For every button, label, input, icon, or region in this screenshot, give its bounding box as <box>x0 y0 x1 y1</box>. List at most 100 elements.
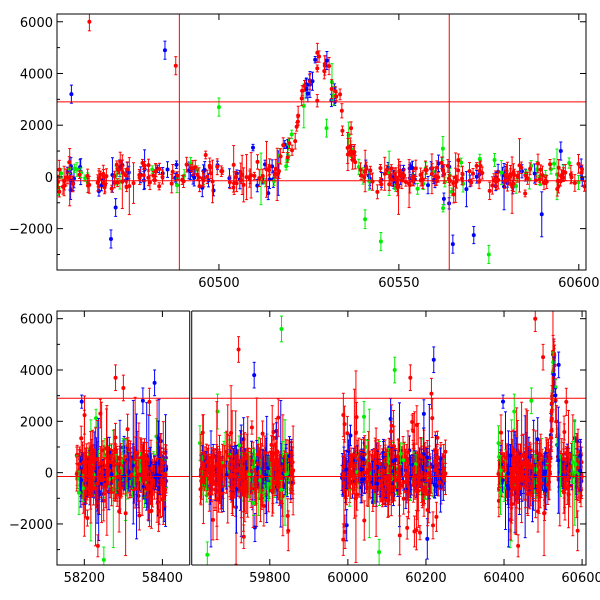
red-data-point-403 <box>582 184 586 189</box>
red-data-point-209 <box>548 162 553 167</box>
red-data-point-372 <box>142 452 147 457</box>
red-data-point-368 <box>273 166 278 171</box>
red-data-point-404 <box>278 154 283 159</box>
blue-data-point-445 <box>310 79 315 84</box>
top-x-tick-label: 60600 <box>558 276 599 291</box>
red-data-point-364 <box>137 172 142 177</box>
red-data-point-359 <box>441 168 446 173</box>
red-data-point-381 <box>512 172 517 177</box>
green-data-point-740 <box>266 482 271 487</box>
red-data-point-263 <box>86 183 91 188</box>
red-data-point-259 <box>299 96 304 101</box>
red-data-point-421 <box>154 168 159 173</box>
red-data-point-406 <box>219 169 224 174</box>
blue-data-point-784 <box>255 466 260 471</box>
red-data-point-605 <box>260 431 265 436</box>
green-data-point-154 <box>440 146 445 151</box>
red-data-point-400 <box>293 139 298 144</box>
red-data-point-311 <box>528 166 533 171</box>
red-data-point-213 <box>115 180 120 185</box>
red-data-point-345 <box>395 182 400 187</box>
red-data-point-316 <box>296 113 301 118</box>
blue-data-point-87 <box>305 91 310 96</box>
blue-data-point-406 <box>109 472 114 477</box>
red-data-point-360 <box>508 174 513 179</box>
red-data-point-321 <box>561 175 566 180</box>
red-data-point-422 <box>433 174 438 179</box>
red-data-point-258 <box>244 175 249 180</box>
red-data-point-251 <box>302 83 307 88</box>
green-data-point-132 <box>415 186 420 191</box>
red-data-point-347 <box>368 168 373 173</box>
red-data-point-273 <box>160 480 165 485</box>
red-data-point-339 <box>118 159 123 164</box>
red-data-point-349 <box>77 462 82 467</box>
blue-data-point-214 <box>164 467 169 472</box>
blue-data-point-2 <box>165 167 170 172</box>
red-data-point-352 <box>210 179 215 184</box>
red-data-point-165 <box>85 516 90 521</box>
red-data-point-419 <box>169 181 174 186</box>
red-data-point-436 <box>561 169 566 174</box>
red-data-point-387 <box>429 171 434 176</box>
red-data-point-338 <box>123 511 128 516</box>
red-data-point-361 <box>454 179 459 184</box>
red-data-point-384 <box>389 166 394 171</box>
red-data-point-416 <box>112 180 117 185</box>
blue-data-point-635 <box>274 429 279 434</box>
green-data-point-778 <box>258 478 263 483</box>
green-data-point-133 <box>552 161 557 166</box>
green-data-point-117 <box>363 217 368 222</box>
red-data-point-432 <box>516 173 521 178</box>
red-data-point-380 <box>104 446 109 451</box>
blue-data-point-343 <box>153 475 158 480</box>
red-data-point-348 <box>267 168 272 173</box>
red-data-point-371 <box>161 461 166 466</box>
red-data-point-191 <box>277 169 282 174</box>
blue-data-point-615 <box>252 525 257 530</box>
red-data-point-333 <box>117 483 122 488</box>
red-data-point-259 <box>82 413 87 418</box>
red-data-point-190 <box>451 192 456 197</box>
red-data-point-378 <box>533 178 538 183</box>
red-data-point-401 <box>555 187 560 192</box>
green-data-point-449 <box>378 239 383 244</box>
red-data-point-180 <box>353 160 358 165</box>
blue-data-point-73 <box>408 164 413 169</box>
green-data-point-395 <box>77 490 82 495</box>
green-data-point-766 <box>251 501 256 506</box>
red-data-point-377 <box>142 466 147 471</box>
red-data-point-424 <box>345 145 350 150</box>
red-data-point-708 <box>239 486 244 491</box>
red-data-point-212 <box>205 174 210 179</box>
top-y-tick-label: 4000 <box>20 67 53 82</box>
red-data-point-373 <box>104 174 109 179</box>
red-data-point-433 <box>184 162 189 167</box>
top-y-tick-label: 2000 <box>20 119 53 134</box>
red-data-point-247 <box>231 185 236 190</box>
green-data-point-169 <box>477 156 482 161</box>
red-data-point-392 <box>181 179 186 184</box>
red-data-point-144 <box>125 427 130 432</box>
red-data-point-425 <box>480 171 485 176</box>
red-data-point-430 <box>197 184 202 189</box>
red-data-point-435 <box>248 174 253 179</box>
red-data-point-650 <box>241 534 246 539</box>
red-data-point-380 <box>510 184 515 189</box>
red-data-point-405 <box>101 477 106 482</box>
red-data-point-738 <box>218 491 223 496</box>
blue-data-point-48 <box>464 187 469 192</box>
red-data-point-395 <box>375 189 380 194</box>
top-plot-frame <box>56 13 587 271</box>
red-data-point-420 <box>339 108 344 113</box>
red-data-point-426 <box>124 185 129 190</box>
red-data-point-402 <box>378 166 383 171</box>
red-data-point-73 <box>79 436 84 441</box>
red-data-point-222 <box>255 159 260 164</box>
red-data-point-264 <box>131 181 136 186</box>
red-data-point-354 <box>322 69 327 74</box>
red-data-point-207 <box>70 181 75 186</box>
red-data-point-270 <box>300 88 305 93</box>
red-data-point-403 <box>95 481 100 486</box>
